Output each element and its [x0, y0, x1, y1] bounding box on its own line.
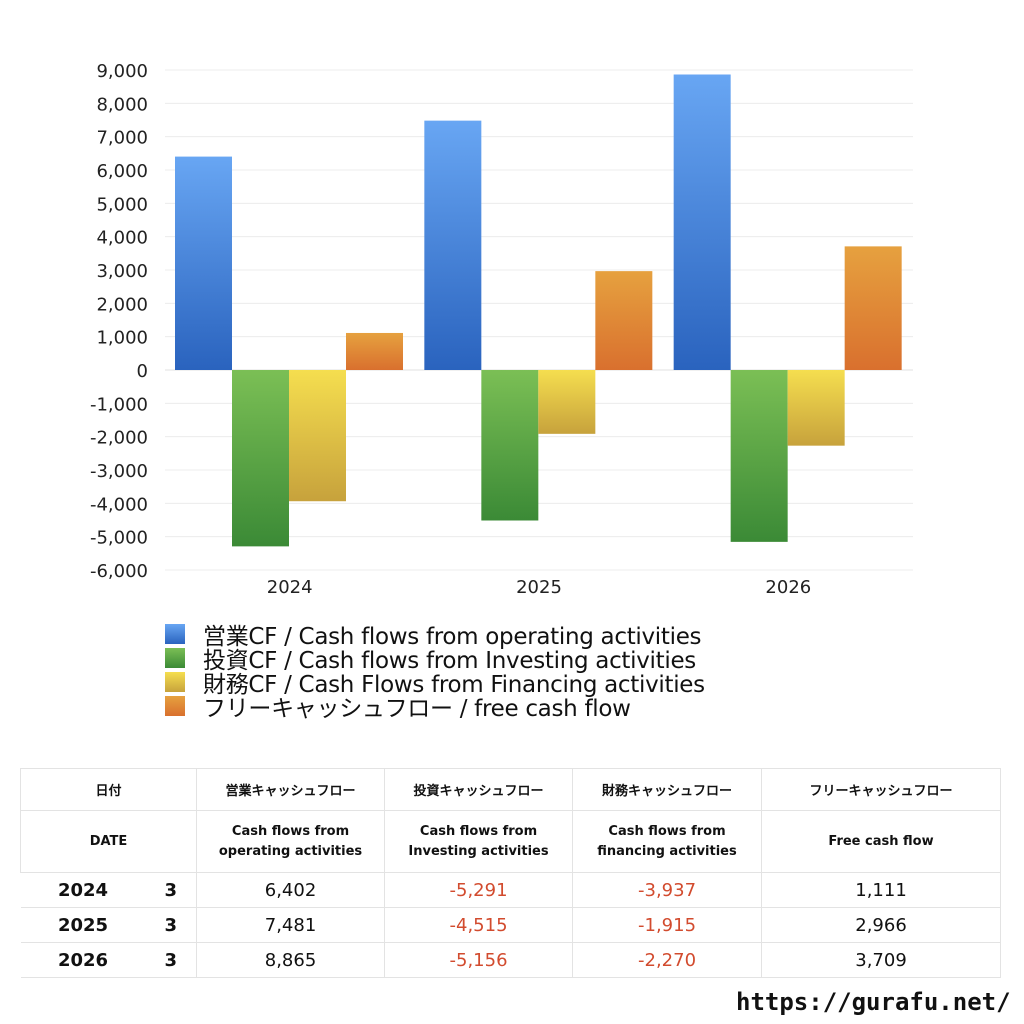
legend-item-free-cash-flow: フリーキャッシュフロー / free cash flow	[165, 694, 865, 722]
y-tick-label: 1,000	[96, 328, 148, 349]
y-tick-label: -3,000	[90, 461, 148, 482]
chart-legend: 営業CF / Cash flows from operating activit…	[165, 622, 865, 722]
y-tick-label: 7,000	[96, 128, 148, 149]
header-date-jp: 日付	[19, 768, 198, 811]
header-fcf-en: Free cash flow	[761, 810, 1002, 873]
table-row: 2024 3 6,402 -5,291 -3,937 1,111	[20, 872, 1002, 908]
header-investing-en-line1: Cash flows from	[419, 823, 538, 839]
bar-financing-2026	[787, 370, 845, 446]
legend-label-financing: 財務CF / Cash Flows from Financing activit…	[203, 672, 705, 698]
y-axis-tick-labels: 9,000 8,000 7,000 6,000 5,000 4,000 3,000 2,000…	[90, 61, 148, 582]
bar-operating-2026	[673, 74, 731, 370]
bar-investing-2025	[481, 370, 539, 521]
x-tick-label: 2026	[765, 577, 811, 598]
y-tick-label: -6,000	[90, 561, 148, 582]
y-tick-label: -4,000	[90, 494, 148, 515]
header-investing-en-line2: Investing activities	[408, 843, 549, 859]
header-financing-en: Cash flows from financing activities	[572, 810, 763, 873]
row-financing: -2,270	[572, 942, 763, 978]
row-month: 3	[145, 907, 198, 943]
y-tick-label: 9,000	[96, 61, 148, 82]
table-header-row-en: DATE Cash flows from operating activitie…	[19, 810, 1002, 873]
legend-item-operating: 営業CF / Cash flows from operating activit…	[165, 622, 865, 650]
legend-swatch-financing	[165, 672, 185, 692]
legend-swatch-investing	[165, 648, 185, 668]
row-investing: -5,156	[384, 942, 574, 978]
header-investing-jp: 投資キャッシュフロー	[384, 768, 574, 811]
legend-label-investing: 投資CF / Cash flows from Investing activit…	[203, 648, 696, 674]
x-tick-label: 2025	[516, 577, 562, 598]
y-tick-label: 2,000	[96, 294, 148, 315]
table-row: 2026 3 8,865 -5,156 -2,270 3,709	[20, 942, 1002, 978]
bar-financing-2025	[538, 370, 596, 434]
legend-label-free-cash-flow: フリーキャッシュフロー / free cash flow	[203, 696, 631, 722]
row-fcf: 1,111	[761, 872, 1002, 908]
row-year: 2025	[20, 907, 146, 943]
header-operating-jp: 営業キャッシュフロー	[196, 768, 386, 811]
legend-swatch-free-cash-flow	[165, 696, 185, 716]
row-operating: 7,481	[196, 907, 386, 943]
row-year: 2024	[20, 872, 146, 908]
row-financing: -1,915	[572, 907, 763, 943]
row-investing: -5,291	[384, 872, 574, 908]
header-financing-en-line2: financing activities	[597, 843, 737, 859]
bar-financing-2024	[289, 370, 346, 502]
y-tick-label: 3,000	[96, 261, 148, 282]
legend-item-financing: 財務CF / Cash Flows from Financing activit…	[165, 670, 865, 698]
row-fcf: 2,966	[761, 907, 1002, 943]
row-financing: -3,937	[572, 872, 763, 908]
cash-flow-table: 日付 営業キャッシュフロー 投資キャッシュフロー 財務キャッシュフロー フリーキ…	[19, 768, 1002, 978]
y-tick-label: 0	[137, 361, 148, 382]
bar-operating-2024	[175, 156, 232, 370]
row-month: 3	[145, 942, 198, 978]
header-fcf-en-text: Free cash flow	[828, 833, 934, 849]
row-month: 3	[145, 872, 198, 908]
row-operating: 6,402	[196, 872, 386, 908]
header-operating-en: Cash flows from operating activities	[196, 810, 386, 873]
table-row: 2025 3 7,481 -4,515 -1,915 2,966	[20, 907, 1002, 943]
y-tick-label: 5,000	[96, 194, 148, 215]
header-date-en-text: DATE	[89, 833, 128, 849]
row-investing: -4,515	[384, 907, 574, 943]
y-tick-label: -2,000	[90, 428, 148, 449]
row-fcf: 3,709	[761, 942, 1002, 978]
x-tick-label: 2024	[267, 577, 313, 598]
header-fcf-jp: フリーキャッシュフロー	[761, 768, 1002, 811]
header-financing-jp: 財務キャッシュフロー	[572, 768, 763, 811]
header-financing-en-line1: Cash flows from	[608, 823, 726, 839]
bar-chart: 9,000 8,000 7,000 6,000 5,000 4,000 3,000 2,000…	[90, 61, 913, 598]
header-operating-en-line1: Cash flows from	[231, 823, 350, 839]
y-tick-label: -5,000	[90, 528, 148, 549]
source-url[interactable]: https://gurafu.net/	[736, 988, 1011, 1016]
legend-label-operating: 営業CF / Cash flows from operating activit…	[203, 624, 702, 650]
legend-item-investing: 投資CF / Cash flows from Investing activit…	[165, 646, 865, 674]
legend-swatch-operating	[165, 624, 185, 644]
bar-fcf-2024	[346, 332, 403, 370]
bar-fcf-2026	[844, 246, 902, 370]
x-axis-tick-labels: 2024 2025 2026	[267, 577, 811, 598]
bars	[175, 74, 902, 547]
bar-investing-2026	[730, 370, 788, 542]
row-operating: 8,865	[196, 942, 386, 978]
row-year: 2026	[20, 942, 146, 978]
header-investing-en: Cash flows from Investing activities	[384, 810, 574, 873]
y-tick-label: -1,000	[90, 394, 148, 415]
y-tick-label: 8,000	[96, 94, 148, 115]
bar-investing-2024	[232, 370, 289, 547]
bar-fcf-2025	[595, 271, 653, 370]
y-tick-label: 4,000	[96, 228, 148, 249]
y-tick-label: 6,000	[96, 161, 148, 182]
bar-operating-2025	[424, 120, 482, 370]
header-operating-en-line2: operating activities	[218, 843, 363, 859]
header-date-en: DATE	[19, 810, 198, 873]
table-header-row-jp: 日付 営業キャッシュフロー 投資キャッシュフロー 財務キャッシュフロー フリーキ…	[19, 768, 1002, 811]
